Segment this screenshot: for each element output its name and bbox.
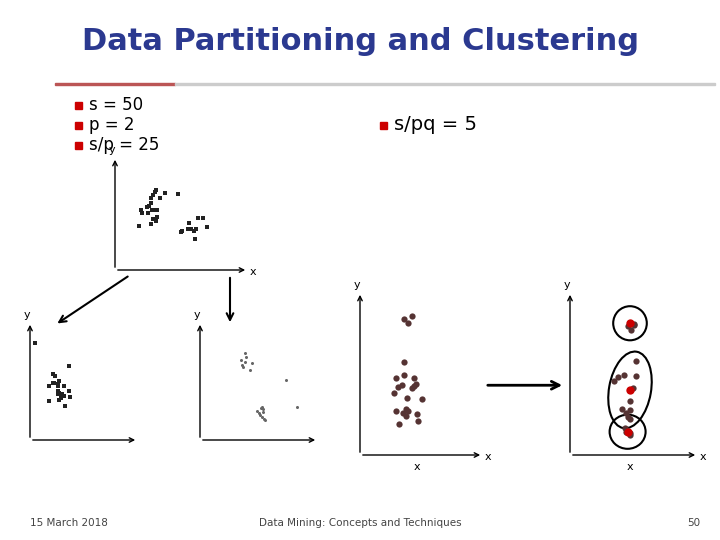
Text: y: y xyxy=(354,280,360,290)
Bar xyxy=(175,83,715,85)
Text: s/p = 25: s/p = 25 xyxy=(89,136,159,154)
Bar xyxy=(380,122,387,129)
Text: x: x xyxy=(414,462,420,472)
Bar xyxy=(75,122,82,129)
Text: s/pq = 5: s/pq = 5 xyxy=(394,116,477,134)
Text: x: x xyxy=(700,452,706,462)
Text: y: y xyxy=(24,310,30,320)
Text: y: y xyxy=(109,145,115,155)
Text: x: x xyxy=(626,462,634,472)
Bar xyxy=(75,102,82,109)
Bar xyxy=(55,83,175,85)
Bar xyxy=(75,142,82,149)
Text: y: y xyxy=(564,280,570,290)
Text: y: y xyxy=(194,310,200,320)
Text: x: x xyxy=(485,452,492,462)
Text: p = 2: p = 2 xyxy=(89,116,135,134)
Text: Data Mining: Concepts and Techniques: Data Mining: Concepts and Techniques xyxy=(258,518,462,528)
Text: x: x xyxy=(250,267,256,277)
Text: 15 March 2018: 15 March 2018 xyxy=(30,518,108,528)
Text: s = 50: s = 50 xyxy=(89,96,143,114)
Text: Data Partitioning and Clustering: Data Partitioning and Clustering xyxy=(81,28,639,57)
Text: 50: 50 xyxy=(687,518,700,528)
